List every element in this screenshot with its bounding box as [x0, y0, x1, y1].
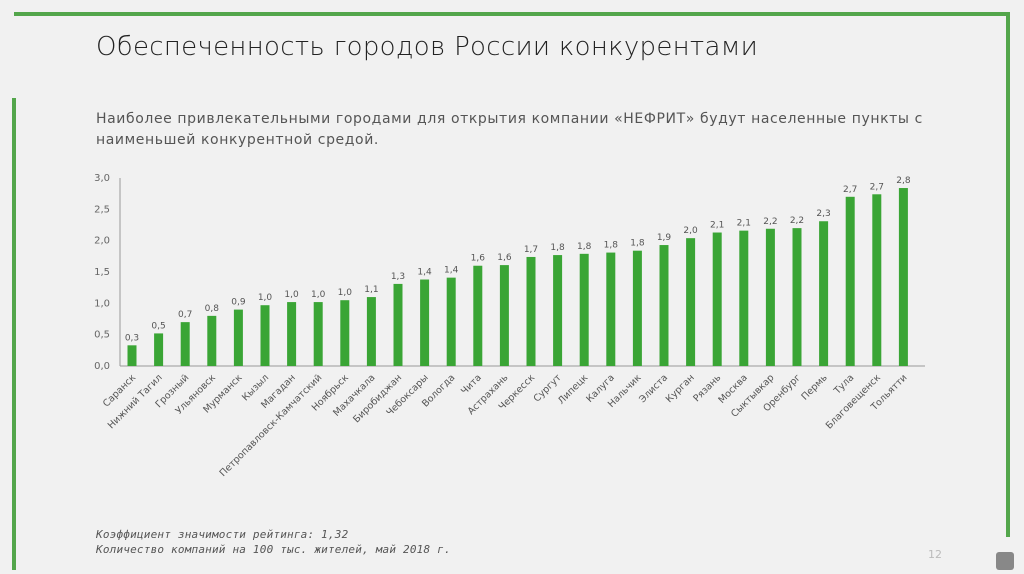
bar-data-label: 2,0 — [683, 226, 698, 236]
page-number: 12 — [928, 548, 942, 561]
bar — [872, 194, 882, 366]
bar-data-label: 1,8 — [604, 241, 619, 251]
bar-data-label: 2,1 — [737, 219, 751, 229]
footnote-source: Количество компаний на 100 тыс. жителей,… — [96, 543, 451, 556]
bar — [473, 265, 483, 366]
bar — [340, 300, 350, 366]
bar — [446, 277, 456, 366]
bar-data-label: 1,9 — [657, 233, 672, 243]
bar — [739, 230, 749, 366]
bar — [553, 255, 563, 366]
bar-data-label: 1,4 — [417, 268, 432, 278]
bar-data-label: 1,4 — [444, 266, 459, 276]
y-tick-label: 2,0 — [94, 236, 110, 247]
bar — [898, 188, 908, 366]
bar — [393, 283, 403, 366]
x-category-label: Курган — [664, 372, 697, 405]
bar-data-label: 2,1 — [710, 221, 724, 231]
x-category-label: Элиста — [637, 372, 670, 405]
y-tick-label: 1,0 — [94, 298, 110, 309]
bar-data-label: 1,0 — [258, 293, 273, 303]
bar — [659, 245, 669, 366]
bar-data-label: 0,5 — [151, 321, 165, 331]
bar — [606, 252, 616, 366]
bar — [792, 228, 802, 366]
bar-data-label: 1,8 — [577, 242, 592, 252]
bar — [180, 322, 190, 366]
frame-left-bar — [12, 98, 16, 570]
bar — [765, 228, 775, 366]
bar-data-label: 1,6 — [497, 253, 512, 263]
bar-data-label: 1,8 — [550, 243, 565, 253]
bar-data-label: 1,6 — [471, 254, 486, 264]
bar-data-label: 0,3 — [125, 333, 139, 343]
bar-data-label: 1,1 — [364, 285, 378, 295]
bar-data-label: 2,7 — [843, 185, 857, 195]
bar — [287, 302, 297, 366]
y-tick-label: 1,5 — [94, 267, 110, 278]
bar-data-label: 0,8 — [205, 304, 220, 314]
frame-top-bar — [14, 12, 1010, 16]
bar — [260, 305, 270, 366]
bar-data-label: 1,0 — [284, 290, 299, 300]
y-tick-label: 3,0 — [94, 173, 110, 184]
y-tick-label: 0,0 — [94, 361, 110, 372]
bar-data-label: 1,3 — [391, 272, 405, 282]
bar-data-label: 2,3 — [816, 209, 830, 219]
bar — [579, 253, 589, 366]
bar — [712, 232, 722, 366]
bar — [127, 345, 137, 366]
bar-data-label: 2,8 — [896, 176, 911, 186]
slide-subtitle: Наиболее привлекательными городами для о… — [96, 111, 923, 148]
x-category-label: Чита — [459, 372, 484, 397]
bar-data-label: 1,0 — [338, 288, 353, 298]
bar — [313, 302, 323, 366]
bar — [632, 250, 642, 366]
x-category-label: Пермь — [799, 372, 830, 403]
bar — [154, 333, 164, 366]
bar-data-label: 2,2 — [763, 217, 777, 227]
bar — [526, 256, 536, 366]
frame-right-bar — [1006, 12, 1010, 537]
bar-data-label: 0,9 — [231, 298, 246, 308]
footnote: Коэффициент значимости рейтинга: 1,32 Ко… — [96, 527, 451, 557]
footnote-rating-coefficient: Коэффициент значимости рейтинга: 1,32 — [96, 528, 349, 541]
bar — [819, 221, 829, 366]
x-category-label: Липецк — [556, 372, 591, 407]
slide-title: Обеспеченность городов России конкурента… — [96, 32, 759, 62]
bar-data-label: 2,7 — [870, 182, 884, 192]
y-tick-label: 0,5 — [94, 330, 110, 341]
bar-data-label: 1,7 — [524, 245, 538, 255]
app-logo-icon — [996, 552, 1014, 570]
bar — [845, 196, 855, 366]
bar — [207, 315, 217, 366]
bar — [233, 309, 243, 366]
bar — [366, 297, 376, 366]
bar — [499, 265, 509, 366]
bar — [686, 238, 696, 366]
bar-data-label: 1,0 — [311, 290, 326, 300]
bar — [420, 279, 430, 366]
bar-data-label: 2,2 — [790, 216, 804, 226]
bar-data-label: 1,8 — [630, 239, 645, 249]
bar-data-label: 0,7 — [178, 310, 192, 320]
y-tick-label: 2,5 — [94, 204, 110, 215]
